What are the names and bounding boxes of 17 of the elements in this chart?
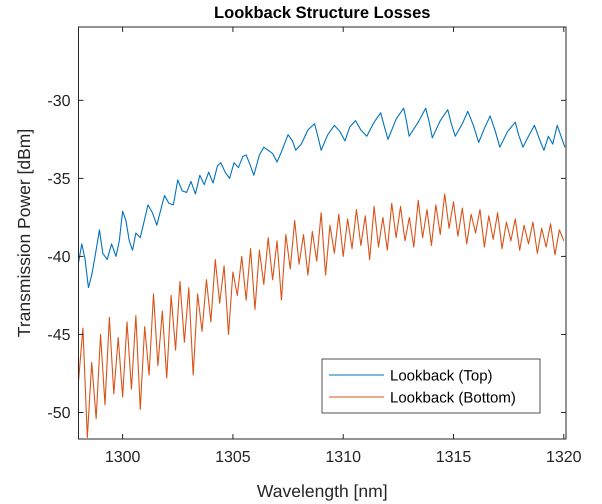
- x-axis-title: Wavelength [nm]: [256, 481, 388, 501]
- x-tick-label: 1300: [104, 449, 141, 466]
- y-tick-label: -35: [47, 170, 71, 188]
- x-tick-label: 1305: [215, 449, 251, 466]
- line-series: [78, 108, 566, 288]
- legend-label: Lookback (Top): [390, 368, 493, 384]
- chart-title: Lookback Structure Losses: [214, 4, 430, 22]
- line-series: [78, 193, 564, 438]
- y-axis-title: Transmission Power [dBm]: [14, 128, 34, 338]
- legend-label: Lookback (Bottom): [390, 390, 516, 406]
- x-tick-label: 1310: [325, 449, 362, 466]
- x-tick-label: 1315: [436, 449, 472, 466]
- x-tick-label: 1320: [546, 449, 582, 466]
- y-tick-label: -30: [47, 92, 71, 110]
- y-tick-label: -40: [47, 248, 71, 266]
- y-tick-label: -50: [47, 404, 71, 422]
- y-tick-label: -45: [47, 326, 71, 344]
